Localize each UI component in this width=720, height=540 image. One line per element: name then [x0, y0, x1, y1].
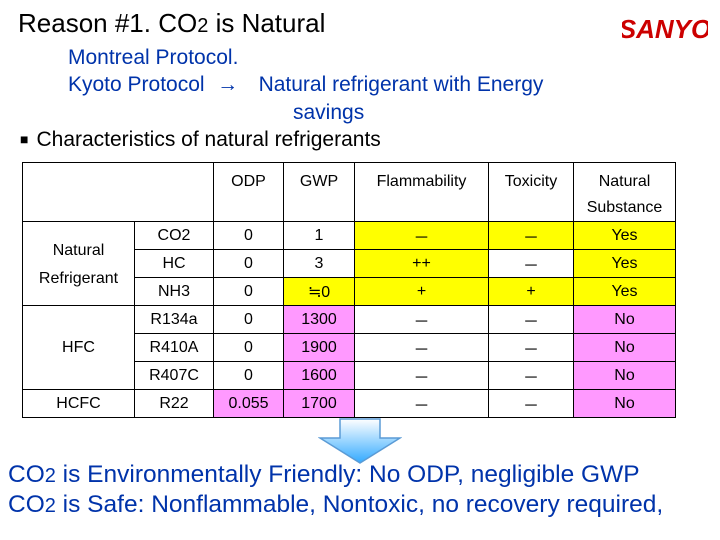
table-row: Natural Refrigerant CO2 0 1 － － Yes — [22, 221, 676, 306]
group-hfc: HFC — [22, 305, 135, 390]
odp-value: 0 — [213, 305, 284, 334]
flammability-value: － — [354, 361, 489, 390]
table-row: HC 0 3 ++ － Yes — [23, 249, 676, 278]
natural-value: Yes — [573, 221, 676, 250]
group-hcfc: HCFC — [22, 389, 135, 418]
flammability-value: － — [354, 305, 489, 334]
toxicity-value: － — [488, 389, 574, 418]
odp-value: 0 — [213, 277, 284, 306]
gwp-value: 3 — [283, 249, 355, 278]
table-row: R410A 0 1900 － － No — [23, 333, 676, 362]
gwp-value: ≒0 — [283, 277, 355, 306]
table-corner — [22, 162, 214, 222]
odp-value: 0 — [213, 361, 284, 390]
header-gwp: GWP — [283, 162, 355, 222]
slide-title: Reason #1. CO2 is Natural — [18, 8, 326, 38]
flammability-value: + — [354, 277, 489, 306]
natural-value: No — [573, 305, 676, 334]
flammability-value: － — [354, 389, 489, 418]
natural-value: Yes — [573, 277, 676, 306]
conclusion-environment: CO2 is Environmentally Friendly: No ODP,… — [8, 461, 640, 488]
kyoto-protocol-line: Kyoto Protocol → Natural refrigerant with … — [68, 73, 544, 96]
toxicity-value: + — [488, 277, 574, 306]
gwp-value: 1 — [283, 221, 355, 250]
header-odp: ODP — [213, 162, 284, 222]
header-flammability: Flammability — [354, 162, 489, 222]
refrigerant-name: R22 — [134, 389, 214, 418]
refrigerant-name: R134a — [134, 305, 214, 334]
down-arrow-icon — [318, 418, 402, 464]
table-row: HCFC R22 0.055 1700 － － No — [22, 389, 676, 418]
table-row: HFC R134a 0 1300 － － No — [22, 305, 676, 390]
refrigerant-table: ODP GWP Flammability Toxicity Natural Sub… — [22, 162, 676, 418]
odp-value: 0 — [213, 221, 284, 250]
natural-value: Yes — [573, 249, 676, 278]
toxicity-value: － — [488, 249, 574, 278]
group-natural-refrigerant: Natural Refrigerant — [22, 221, 135, 306]
conclusion-safety: CO2 is Safe: Nonflammable, Nontoxic, no … — [8, 491, 664, 518]
toxicity-value: － — [488, 221, 574, 250]
odp-value: 0 — [213, 333, 284, 362]
square-bullet-icon: ■ — [20, 131, 29, 147]
refrigerant-name: CO2 — [134, 221, 214, 250]
savings-line: savings — [293, 101, 365, 124]
montreal-protocol-line: Montreal Protocol. — [68, 46, 239, 69]
header-natural-substance: Natural Substance — [573, 162, 676, 222]
table-row: R407C 0 1600 － － No — [23, 361, 676, 390]
refrigerant-name: R407C — [134, 361, 214, 390]
section-heading: ■ Characteristics of natural refrigerants — [20, 128, 381, 151]
right-arrow-icon: → — [217, 73, 239, 96]
odp-value: 0.055 — [213, 389, 284, 418]
refrigerant-name: HC — [134, 249, 214, 278]
toxicity-value: － — [488, 333, 574, 362]
natural-value: No — [573, 389, 676, 418]
table-row: NH3 0 ≒0 + + Yes — [23, 277, 676, 306]
gwp-value: 1900 — [283, 333, 355, 362]
natural-value: No — [573, 361, 676, 390]
sanyo-logo: SANYO — [622, 14, 708, 44]
flammability-value: － — [354, 333, 489, 362]
refrigerant-name: NH3 — [134, 277, 214, 306]
gwp-value: 1300 — [283, 305, 355, 334]
odp-value: 0 — [213, 249, 284, 278]
toxicity-value: － — [488, 361, 574, 390]
flammability-value: － — [354, 221, 489, 250]
flammability-value: ++ — [354, 249, 489, 278]
gwp-value: 1600 — [283, 361, 355, 390]
toxicity-value: － — [488, 305, 574, 334]
gwp-value: 1700 — [283, 389, 355, 418]
natural-value: No — [573, 333, 676, 362]
svg-text:SANYO: SANYO — [622, 14, 708, 44]
refrigerant-name: R410A — [134, 333, 214, 362]
header-toxicity: Toxicity — [488, 162, 574, 222]
